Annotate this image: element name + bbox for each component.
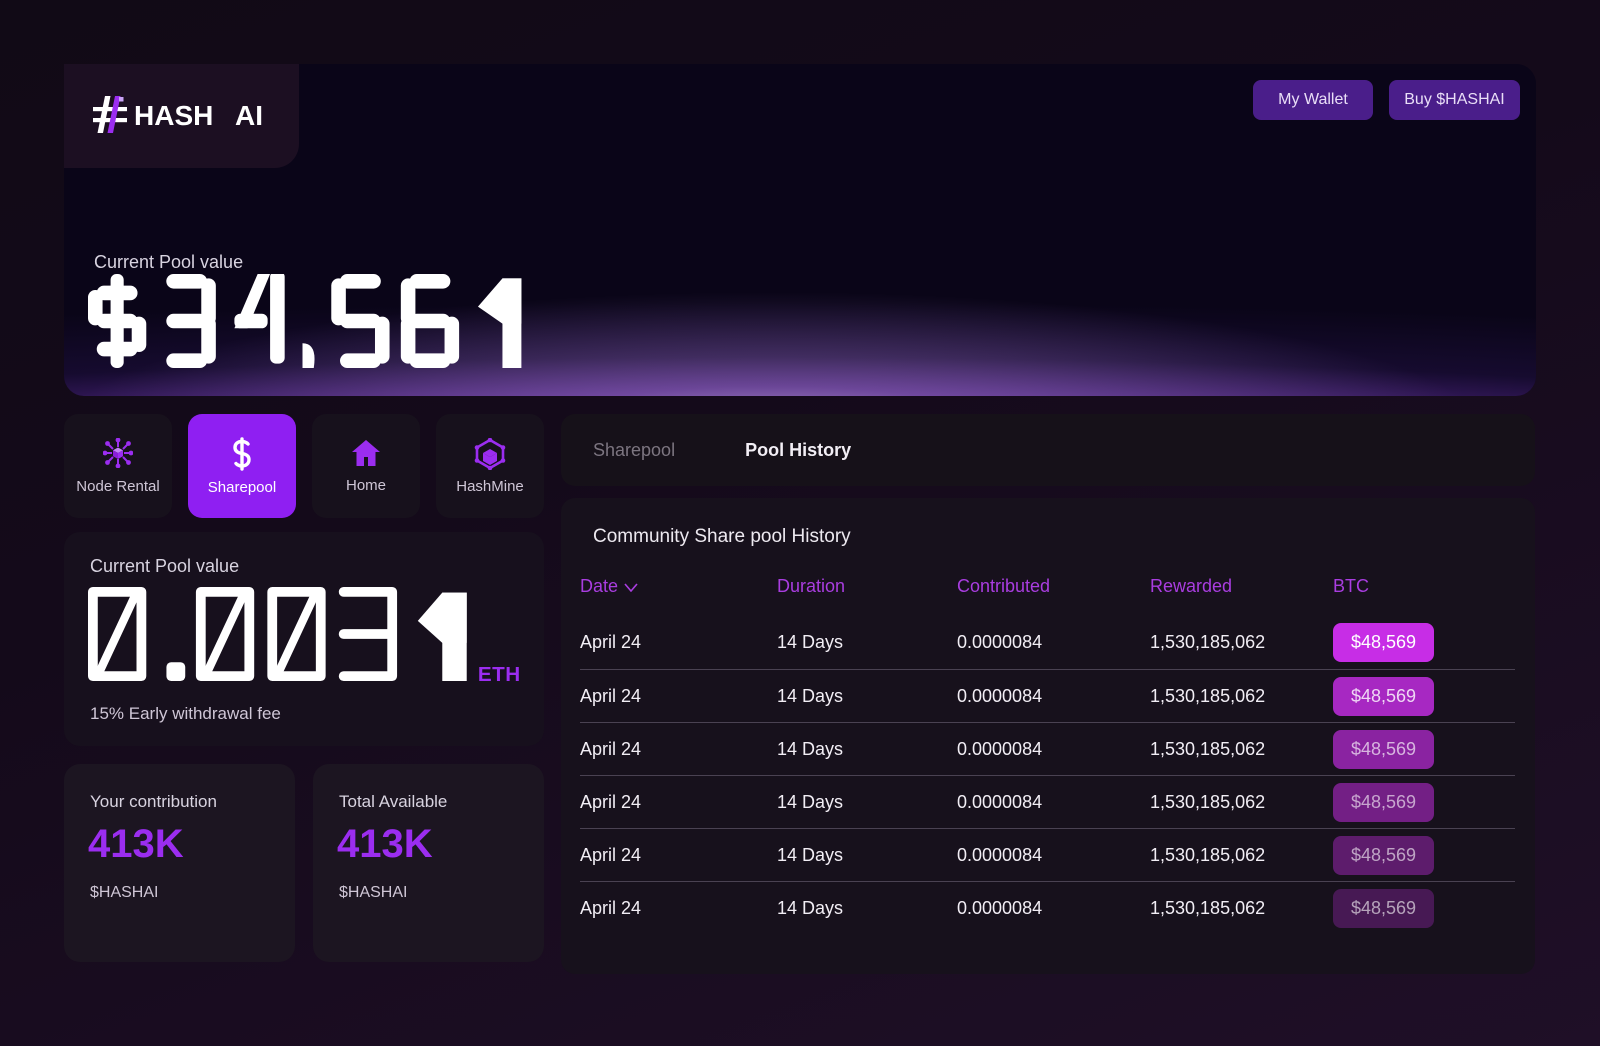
svg-text:AI: AI <box>235 100 263 131</box>
svg-text:HASH: HASH <box>134 100 213 131</box>
